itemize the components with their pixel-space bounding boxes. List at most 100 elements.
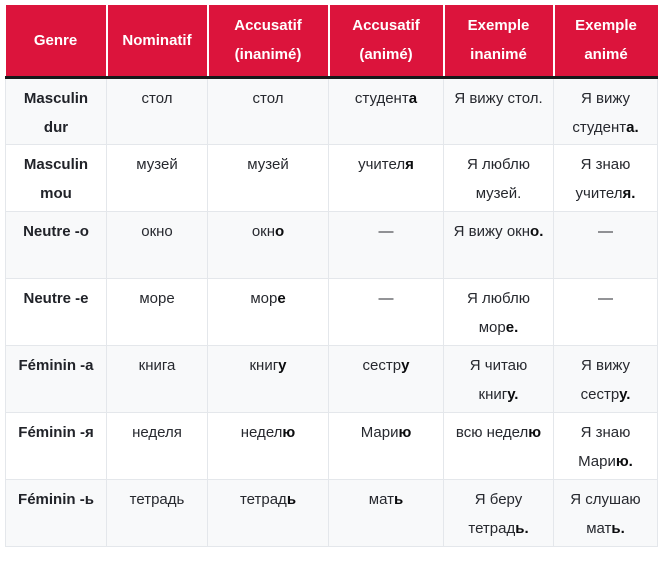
cell-text: тетрадь — [129, 490, 185, 508]
cell-text: Я вижу окн — [453, 222, 531, 240]
table-cell: стол — [106, 76, 208, 145]
cell-text: Я знаю учител — [575, 155, 631, 202]
cell-text: учител — [358, 155, 406, 173]
table-cell: Я беру тетрадь. — [443, 478, 554, 547]
case-ending-bold: а. — [626, 118, 639, 136]
table-cell: Я слушаю мать. — [553, 478, 658, 547]
cell-text: стол — [141, 89, 173, 107]
table-cell: — — [328, 210, 444, 279]
cell-text: книг — [249, 356, 279, 374]
table-row: Féminin -я неделя неделю Марию всю неделю Я з… — [5, 411, 658, 480]
cell-text: — — [598, 222, 613, 240]
case-ending-bold: а — [408, 89, 418, 107]
genre-cell: Féminin -а — [5, 344, 107, 413]
cell-text: неделя — [132, 423, 182, 441]
declension-table: Genre Nominatif Accusatif (inanimé) Accusat… — [5, 5, 658, 547]
table-cell: книгу — [207, 344, 329, 413]
table-cell: — — [328, 277, 444, 346]
table-cell: окно — [207, 210, 329, 279]
table-cell: Я знаю учителя. — [553, 143, 658, 212]
genre-cell: Neutre -o — [5, 210, 107, 279]
genre-cell: Masculin dur — [5, 76, 107, 145]
cell-text: Я люблю музей. — [467, 155, 530, 202]
header-row: Genre Nominatif Accusatif (inanimé) Accusat… — [5, 5, 658, 79]
column-header-6: Exemple animé — [553, 5, 658, 79]
cell-text: тетрад — [239, 490, 287, 508]
cell-text: море — [139, 289, 175, 307]
table-cell: — — [553, 210, 658, 279]
table-cell: мать — [328, 478, 444, 547]
table-row: Masculin mou музей музей учителя Я люблю муз… — [5, 143, 658, 212]
cell-text: Мари — [360, 423, 399, 441]
table-cell: Я вижу стол. — [443, 76, 554, 145]
table-cell: окно — [106, 210, 208, 279]
table-cell: сестру — [328, 344, 444, 413]
table-row: Féminin -а книга книгу сестру Я читаю книгу.… — [5, 344, 658, 413]
case-ending-bold: ю — [282, 423, 296, 441]
table-cell: тетрадь — [106, 478, 208, 547]
column-header-2: Nominatif — [106, 5, 209, 79]
column-header-1: Genre — [5, 5, 108, 79]
cell-text: книга — [138, 356, 176, 374]
table-cell: учителя — [328, 143, 444, 212]
cell-text: окн — [251, 222, 276, 240]
cell-text: Я слушаю мат — [570, 490, 641, 537]
cell-text: окно — [141, 222, 173, 240]
cell-text: — — [598, 289, 613, 307]
case-ending-bold: ь. — [611, 519, 625, 537]
column-header-4: Accusatif (animé) — [328, 5, 445, 79]
table-cell: музей — [106, 143, 208, 212]
table-cell: музей — [207, 143, 329, 212]
cell-text: мор — [250, 289, 278, 307]
cell-text: Я беру тетрад — [468, 490, 523, 537]
table-cell: неделю — [207, 411, 329, 480]
case-ending-bold: ь. — [515, 519, 529, 537]
cell-text: Я читаю книг — [469, 356, 528, 403]
case-ending-bold: я. — [622, 184, 636, 202]
column-header-3: Accusatif (inanimé) — [207, 5, 330, 79]
table-cell: Я читаю книгу. — [443, 344, 554, 413]
genre-cell: Neutre -e — [5, 277, 107, 346]
table-cell: Я вижу сестру. — [553, 344, 658, 413]
table-cell: стол — [207, 76, 329, 145]
case-ending-bold: о. — [530, 222, 544, 240]
cell-text: — — [378, 222, 394, 240]
cell-text: Я вижу студент — [572, 89, 631, 136]
case-ending-bold: у — [278, 356, 287, 374]
cell-text: недел — [240, 423, 283, 441]
table-cell: Марию — [328, 411, 444, 480]
case-ending-bold: о — [275, 222, 285, 240]
cell-text: сестр — [362, 356, 402, 374]
table-cell: — — [553, 277, 658, 346]
cell-text: Я вижу стол. — [454, 89, 543, 107]
page: Genre Nominatif Accusatif (inanimé) Accusat… — [5, 5, 658, 547]
genre-cell: Féminin -ь — [5, 478, 107, 547]
table-body: Masculin dur стол стол студента Я вижу стол.… — [5, 76, 658, 547]
case-ending-bold: ю. — [615, 452, 633, 470]
table-cell: Я вижу студента. — [553, 76, 658, 145]
case-ending-bold: ь — [286, 490, 297, 508]
table-row: Féminin -ь тетрадь тетрадь мать Я беру тетра… — [5, 478, 658, 547]
table-header: Genre Nominatif Accusatif (inanimé) Accusat… — [5, 5, 658, 79]
case-ending-bold: ь — [393, 490, 404, 508]
table-cell: всю неделю — [443, 411, 554, 480]
table-cell: Я вижу окно. — [443, 210, 554, 279]
case-ending-bold: у — [401, 356, 410, 374]
table-cell: море — [207, 277, 329, 346]
table-cell: море — [106, 277, 208, 346]
table-row: Neutre -e море море — Я люблю море. — — [5, 277, 658, 346]
genre-cell: Féminin -я — [5, 411, 107, 480]
cell-text: стол — [252, 89, 284, 107]
column-header-5: Exemple inanimé — [443, 5, 555, 79]
table-cell: студента — [328, 76, 444, 145]
table-cell: тетрадь — [207, 478, 329, 547]
cell-text: Я знаю Мари — [578, 423, 631, 470]
case-ending-bold: е — [277, 289, 286, 307]
case-ending-bold: я — [405, 155, 414, 173]
table-cell: Я люблю музей. — [443, 143, 554, 212]
genre-cell: Masculin mou — [5, 143, 107, 212]
cell-text: Я люблю мор — [467, 289, 530, 336]
cell-text: всю недел — [455, 423, 529, 441]
case-ending-bold: ю — [398, 423, 412, 441]
table-cell: Я люблю море. — [443, 277, 554, 346]
